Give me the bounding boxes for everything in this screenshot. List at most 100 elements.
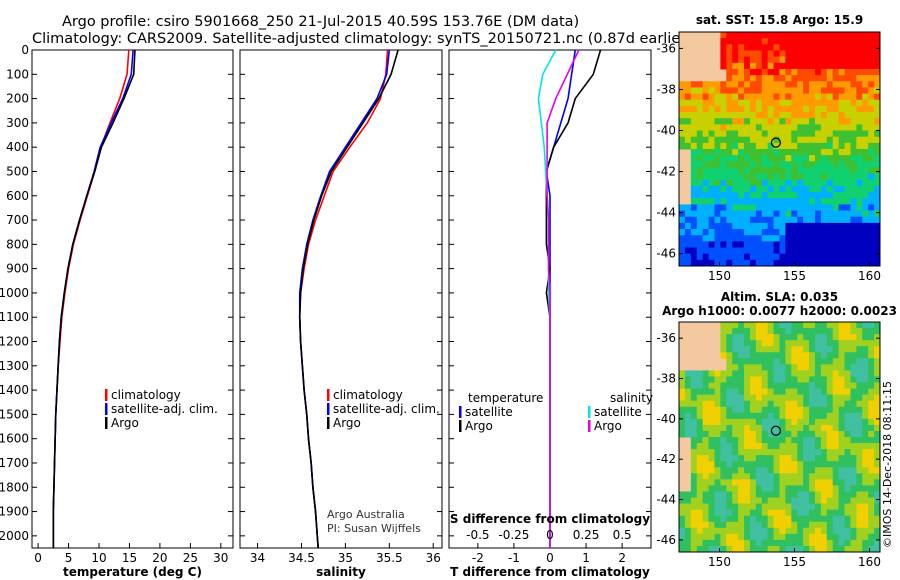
map-cell [755,400,763,408]
map-cell [797,62,804,70]
map-cell [720,491,727,499]
map-cell [720,346,727,353]
map-cell [791,479,798,486]
map-cell [732,93,739,101]
map-cell [844,167,851,175]
map-cell [761,521,769,529]
map-cell [726,424,733,432]
map-cell [779,105,786,113]
map-cell [744,545,751,553]
map-frame [678,31,881,267]
map-cell [791,112,798,119]
map-cell [785,149,792,156]
map-cell [690,179,698,187]
map-cell [702,485,710,492]
map-cell [820,334,828,341]
map-cell [809,149,816,156]
map-cell [761,455,769,462]
map-cell [785,449,792,456]
map-cell [856,376,863,384]
map-cell [868,56,875,64]
map-cell [708,130,715,138]
map-cell [720,259,727,267]
map-cell [785,461,792,468]
map-cell [696,461,704,468]
map-cell [838,210,846,218]
map-cell [726,50,733,58]
map-cell [779,241,786,249]
map-cell [755,179,763,187]
map-cell [738,340,745,347]
map-cell [749,346,757,353]
map-cell [856,99,863,107]
map-cell [773,105,780,113]
map-cell [791,467,798,474]
map-cell [820,322,828,329]
map-cell [803,44,810,51]
map-cell [820,56,828,64]
map-cell [850,81,857,88]
map-cell [732,173,739,181]
map-cell [744,192,751,199]
map-cell [755,235,763,242]
map-cell [803,449,810,456]
map-cell [684,527,692,535]
map-cell [714,112,721,119]
map-cell [690,437,698,444]
map-cell [832,161,840,168]
x-tick-label: 35 [338,551,353,565]
map-cell [826,503,834,511]
map-cell [832,443,840,450]
map-cell [832,179,840,187]
map-cell [809,247,816,255]
map-y-tick-label: -38 [656,82,676,96]
map-cell [702,210,710,218]
map-cell [868,322,875,329]
map-cell [832,455,840,462]
map-cell [803,50,810,58]
map-cell [761,473,769,480]
map-cell [856,185,863,193]
map-cell [832,364,840,371]
map-cell [850,56,857,64]
map-cell [679,527,686,535]
map-cell [850,247,857,255]
map-cell [809,340,816,347]
map-cell [844,346,851,353]
map-cell [779,142,786,150]
map-cell [797,124,804,132]
map-cell [797,491,804,499]
map-cell [809,216,816,224]
map-cell [803,412,810,420]
map-cell [779,62,786,70]
map-cell [726,38,733,45]
map-cell [814,44,822,51]
map-cell [684,105,692,113]
map-cell [720,185,727,193]
map-cell [720,443,727,450]
map-cell [732,328,739,335]
map-cell [690,485,698,492]
map-cell [773,473,780,480]
map-cell [684,216,692,224]
map-cell [744,185,751,193]
map-cell [832,44,840,51]
map-cell [702,216,710,224]
series-line-argo [298,49,399,549]
map-cell [749,185,757,193]
map-cell [820,491,828,499]
map-cell [785,455,792,462]
map-cell [803,322,810,329]
map-cell [744,87,751,95]
map-cell [820,467,828,474]
map-cell [862,539,869,547]
map-cell [844,179,851,187]
map-cell [726,185,733,193]
map-cell [874,328,881,335]
map-cell [862,400,869,408]
map-cell [744,179,751,187]
map-cell [702,124,710,132]
map-cell [726,216,733,224]
map-cell [684,130,692,138]
map-cell [791,400,798,408]
